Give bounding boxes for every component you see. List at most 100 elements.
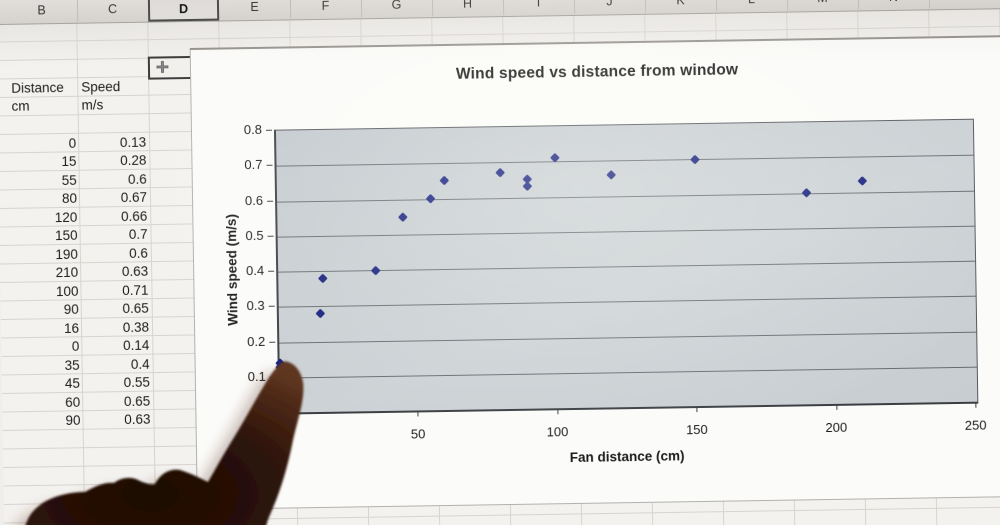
- distance-cell[interactable]: 150: [54, 227, 78, 244]
- x-tick: [696, 406, 698, 413]
- x-tick: [835, 403, 838, 410]
- y-tick-label: 0.1: [247, 368, 266, 384]
- distance-cell[interactable]: 120: [54, 209, 78, 225]
- x-tick: [557, 408, 559, 415]
- data-point[interactable]: [606, 169, 617, 180]
- chart-title: Wind speed vs distance from window: [455, 61, 739, 83]
- gridline: [277, 190, 975, 203]
- data-point[interactable]: [801, 187, 812, 198]
- data-point[interactable]: [857, 176, 868, 187]
- y-tick: [268, 270, 275, 272]
- y-tick: [267, 200, 274, 202]
- y-tick: [266, 164, 273, 167]
- data-point[interactable]: [315, 308, 326, 319]
- y-tick: [269, 376, 276, 378]
- speed-cell[interactable]: 0.13: [119, 134, 147, 150]
- column-header-row: BCDEFGHIJKLMN: [0, 0, 1000, 26]
- data-point[interactable]: [494, 168, 505, 178]
- selected-cell[interactable]: [147, 55, 195, 80]
- data-point[interactable]: [370, 265, 381, 276]
- speed-cell[interactable]: 0.55: [123, 374, 151, 391]
- distance-cell[interactable]: 210: [55, 264, 79, 281]
- data-point[interactable]: [317, 273, 328, 283]
- column-header-F[interactable]: F: [289, 0, 363, 19]
- move-cursor-icon: [156, 61, 169, 73]
- data-point[interactable]: [397, 211, 408, 222]
- x-tick-label: 250: [964, 417, 987, 433]
- speed-cell[interactable]: 0.66: [120, 208, 148, 224]
- distance-cell[interactable]: 16: [63, 320, 80, 336]
- distance-cell[interactable]: 0: [71, 338, 80, 354]
- x-tick-label: 150: [685, 421, 708, 438]
- x-tick: [417, 410, 419, 417]
- column-header-J[interactable]: J: [573, 0, 647, 14]
- chart-object[interactable]: Wind speed vs distance from window 0.1 0.…: [189, 35, 1000, 510]
- speed-cell[interactable]: 0.63: [121, 263, 149, 280]
- column-header-M[interactable]: M: [786, 0, 860, 11]
- column-header-K[interactable]: K: [644, 0, 718, 13]
- distance-cell[interactable]: 15: [61, 153, 77, 170]
- distance-cell[interactable]: 0: [68, 135, 77, 151]
- distance-cell[interactable]: 55: [61, 172, 77, 188]
- speed-cell[interactable]: 0.63: [124, 411, 151, 428]
- column-header-C[interactable]: C: [76, 0, 150, 22]
- y-tick: [267, 235, 274, 237]
- table-unit-ms: m/s: [81, 97, 104, 113]
- distance-cell[interactable]: 90: [65, 412, 81, 428]
- speed-cell[interactable]: 0.7: [128, 226, 148, 242]
- column-header-E[interactable]: E: [218, 0, 292, 20]
- x-axis-title: Fan distance (cm): [569, 448, 685, 466]
- x-tick-label: 100: [546, 424, 569, 440]
- distance-cell[interactable]: 60: [65, 394, 81, 410]
- speed-cell[interactable]: 0.14: [122, 337, 150, 354]
- column-header-H[interactable]: H: [431, 0, 505, 17]
- speed-cell[interactable]: 0.67: [120, 189, 148, 206]
- column-header-D[interactable]: D: [147, 0, 220, 22]
- speed-cell[interactable]: 0.38: [122, 319, 150, 335]
- distance-cell[interactable]: 190: [55, 246, 78, 262]
- distance-cell[interactable]: 80: [61, 190, 78, 207]
- x-tick-label: 50: [410, 426, 426, 442]
- column-header-I[interactable]: I: [502, 0, 576, 16]
- gridline: [278, 260, 976, 273]
- plot-area[interactable]: [273, 118, 979, 415]
- gridline: [278, 295, 976, 308]
- speed-cell[interactable]: 0.28: [120, 152, 147, 169]
- axis-decorations: 0.1 0.2 0.3 0.4 0.5 0.6 0.7 0.8 50 100 150 200 250: [191, 37, 1000, 442]
- y-tick: [269, 341, 276, 343]
- y-tick: [268, 305, 275, 308]
- data-point[interactable]: [689, 154, 700, 165]
- y-axis-title: Wind speed (m/s): [223, 213, 241, 326]
- speed-cell[interactable]: 0.65: [123, 393, 151, 409]
- x-tick-label: 200: [825, 419, 848, 436]
- speed-cell[interactable]: 0.6: [128, 245, 148, 261]
- y-tick: [265, 129, 272, 131]
- column-header-B[interactable]: B: [5, 0, 79, 23]
- data-point[interactable]: [439, 175, 449, 186]
- gridline: [277, 225, 975, 238]
- table-unit-cm: cm: [11, 98, 30, 114]
- speed-cell[interactable]: 0.6: [127, 171, 147, 187]
- distance-cell[interactable]: 90: [63, 301, 79, 318]
- x-tick: [975, 401, 977, 408]
- speed-cell[interactable]: 0.4: [130, 356, 150, 372]
- gridline: [279, 366, 977, 379]
- speed-cell[interactable]: 0.71: [122, 282, 149, 298]
- column-header-G[interactable]: G: [360, 0, 434, 18]
- table-header-speed: Speed: [81, 79, 121, 95]
- table-header-distance: Distance: [11, 79, 64, 96]
- column-header-N[interactable]: N: [857, 0, 931, 10]
- column-header-L[interactable]: L: [715, 0, 789, 12]
- speed-cell[interactable]: 0.65: [122, 300, 149, 317]
- data-point[interactable]: [425, 193, 436, 204]
- distance-cell[interactable]: 35: [64, 357, 80, 373]
- distance-cell[interactable]: 45: [64, 375, 81, 391]
- data-point[interactable]: [522, 181, 533, 192]
- table-row[interactable]: 90 0.63: [2, 409, 162, 431]
- y-tick-label: 0.8: [243, 121, 263, 138]
- gridline: [276, 154, 974, 167]
- distance-cell[interactable]: 100: [55, 283, 79, 299]
